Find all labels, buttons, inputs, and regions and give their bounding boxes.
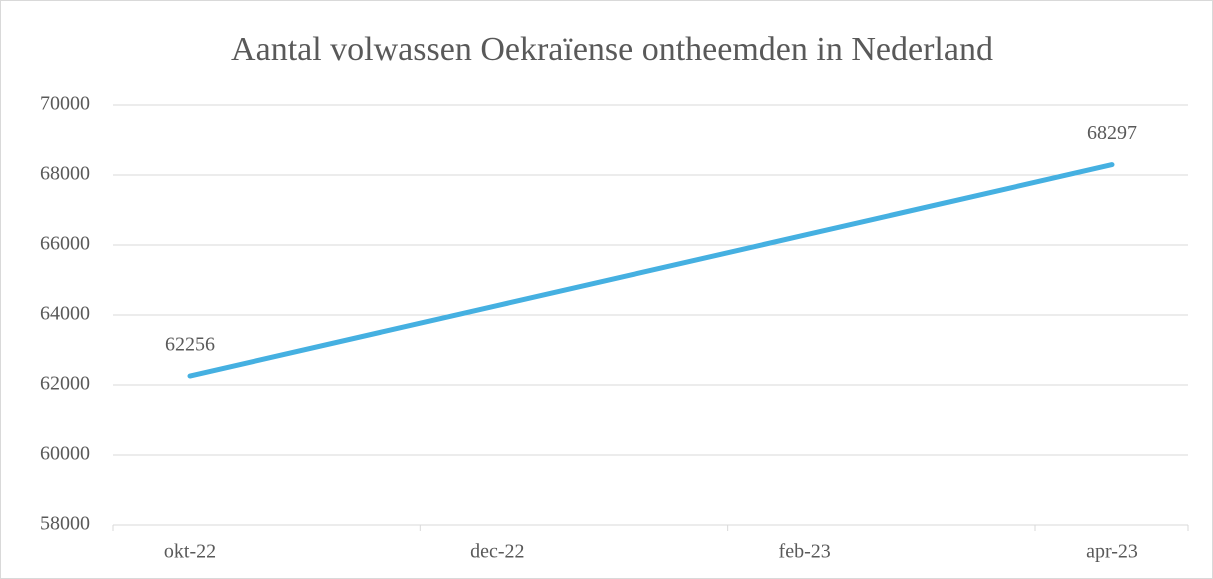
x-tick-label: feb-23 xyxy=(779,541,831,563)
y-tick-label: 64000 xyxy=(40,303,90,325)
y-tick-label: 68000 xyxy=(40,163,90,185)
y-tick-label: 62000 xyxy=(40,373,90,395)
x-tick-label: okt-22 xyxy=(164,541,216,563)
series-line xyxy=(187,162,1115,379)
y-tick-label: 58000 xyxy=(40,513,90,535)
x-tick-label: apr-23 xyxy=(1086,541,1138,563)
data-label: 68297 xyxy=(1087,122,1137,144)
chart-title: Aantal volwassen Oekraïense ontheemden i… xyxy=(231,31,993,68)
y-tick-label: 60000 xyxy=(40,443,90,465)
data-label: 62256 xyxy=(165,334,215,356)
x-tick-label: dec-22 xyxy=(470,541,524,563)
y-tick-label: 70000 xyxy=(40,93,90,115)
y-tick-label: 66000 xyxy=(40,233,90,255)
